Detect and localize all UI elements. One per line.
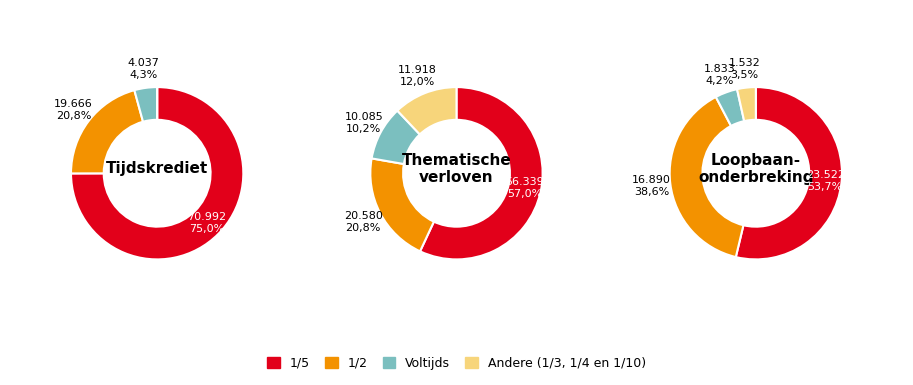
Wedge shape — [736, 87, 842, 259]
Text: 3,5%: 3,5% — [730, 70, 759, 80]
Text: 53,7%: 53,7% — [807, 182, 843, 192]
Text: 20.580: 20.580 — [344, 211, 383, 221]
Wedge shape — [420, 87, 542, 259]
Text: 10.085: 10.085 — [344, 112, 383, 122]
Wedge shape — [397, 87, 456, 134]
Text: 1.833: 1.833 — [704, 64, 736, 74]
Text: Tijdskrediet: Tijdskrediet — [106, 161, 208, 176]
Wedge shape — [371, 158, 434, 251]
Text: 57,0%: 57,0% — [507, 189, 542, 199]
Text: 75,0%: 75,0% — [189, 224, 225, 234]
Text: 23.522: 23.522 — [805, 171, 845, 181]
Wedge shape — [669, 97, 743, 257]
Wedge shape — [716, 89, 744, 126]
Text: 20,8%: 20,8% — [346, 223, 381, 233]
Text: 20,8%: 20,8% — [56, 110, 91, 121]
Text: 1.532: 1.532 — [729, 58, 761, 68]
Wedge shape — [372, 110, 420, 164]
Wedge shape — [71, 87, 244, 259]
Text: 19.666: 19.666 — [54, 99, 93, 109]
Wedge shape — [71, 90, 143, 173]
Text: 12,0%: 12,0% — [400, 77, 436, 87]
Text: Thematische
verloven: Thematische verloven — [402, 153, 511, 185]
Text: 16.890: 16.890 — [632, 175, 671, 185]
Wedge shape — [737, 87, 756, 121]
Legend: 1/5, 1/2, Voltijds, Andere (1/3, 1/4 en 1/10): 1/5, 1/2, Voltijds, Andere (1/3, 1/4 en … — [262, 352, 651, 375]
Text: 4,3%: 4,3% — [129, 70, 157, 80]
Text: Loopbaan-
onderbreking: Loopbaan- onderbreking — [698, 153, 813, 185]
Text: 10,2%: 10,2% — [346, 124, 382, 134]
Text: 56.339: 56.339 — [505, 177, 544, 187]
Text: 38,6%: 38,6% — [634, 187, 669, 197]
Text: 70.992: 70.992 — [187, 211, 226, 221]
Text: 4.037: 4.037 — [127, 58, 159, 68]
Text: 11.918: 11.918 — [398, 65, 437, 75]
Text: 4,2%: 4,2% — [706, 75, 734, 85]
Wedge shape — [134, 87, 157, 122]
